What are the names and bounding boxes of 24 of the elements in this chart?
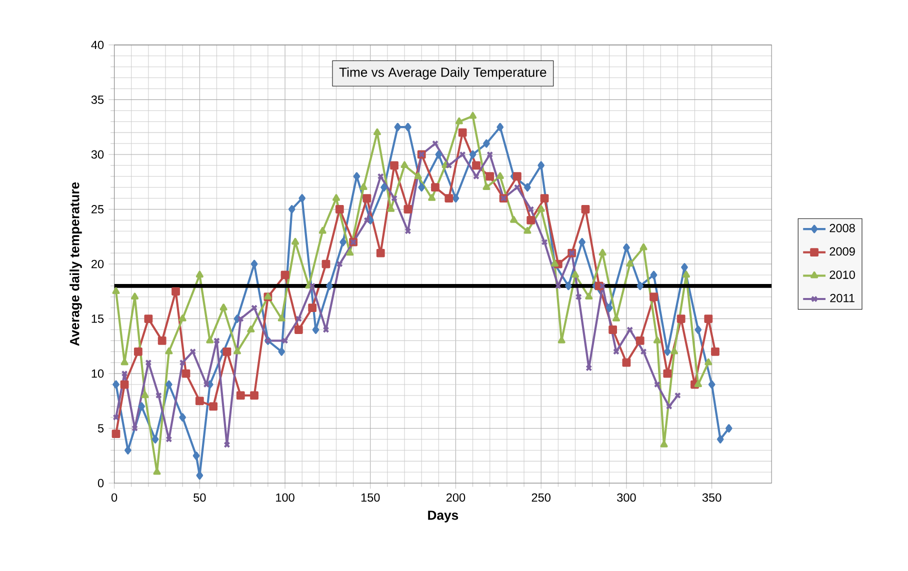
y-tick-label: 0 bbox=[98, 479, 104, 488]
y-tick-label: 35 bbox=[91, 96, 104, 104]
legend-label: 2009 bbox=[830, 247, 855, 256]
x-axis-title: Days bbox=[428, 510, 458, 523]
x-tick-label: 100 bbox=[276, 493, 294, 502]
x-tick-label: 350 bbox=[702, 493, 722, 502]
x-tick-label: 200 bbox=[446, 493, 466, 502]
y-axis-title: Average daily temperature bbox=[70, 182, 82, 346]
y-tick-label: 30 bbox=[91, 150, 104, 159]
x-tick-label: 150 bbox=[361, 493, 380, 502]
x-tick-label: 300 bbox=[617, 493, 636, 502]
legend-label: 2010 bbox=[830, 270, 855, 280]
y-tick-label: 5 bbox=[98, 424, 104, 433]
legend-label: 2011 bbox=[830, 294, 854, 302]
y-tick-label: 40 bbox=[91, 40, 104, 50]
legend-label: 2008 bbox=[830, 224, 855, 232]
y-tick-label: 20 bbox=[92, 260, 104, 268]
text: Time vs Average Daily Temperature bbox=[339, 67, 546, 80]
y-tick-label: 25 bbox=[92, 205, 104, 214]
x-tick-label: 50 bbox=[194, 493, 206, 502]
x-tick-label: 250 bbox=[532, 493, 550, 502]
x-tick-label: 0 bbox=[111, 493, 118, 502]
y-tick-label: 15 bbox=[92, 314, 104, 324]
y-tick-label: 10 bbox=[92, 370, 104, 378]
